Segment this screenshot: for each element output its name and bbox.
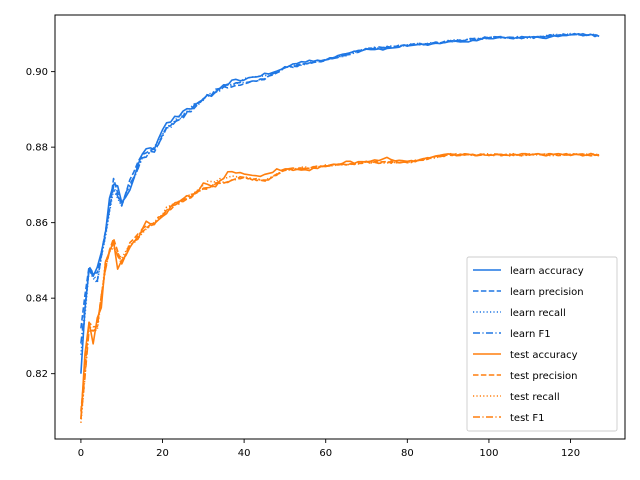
legend-label: learn recall — [510, 308, 566, 319]
y-tick-label: 0.88 — [26, 143, 48, 154]
plot-frame — [54, 14, 626, 440]
series-line-learn-recall — [80, 32, 600, 355]
legend-label: learn F1 — [510, 329, 551, 340]
series-layer — [80, 32, 600, 423]
x-tick-label: 20 — [156, 448, 169, 459]
legend-label: test precision — [510, 371, 578, 382]
x-tick-label: 120 — [561, 448, 580, 459]
legend-label: test F1 — [510, 413, 545, 424]
legend: learn accuracy learn precision learn recal… — [466, 256, 618, 432]
legend-label: test accuracy — [510, 350, 578, 361]
x-tick-label: 40 — [238, 448, 251, 459]
y-tick-label: 0.86 — [26, 218, 48, 229]
legend-box — [466, 256, 618, 432]
y-tick-label: 0.90 — [26, 67, 48, 78]
legend-label: learn precision — [510, 287, 584, 298]
series-line-test-F1 — [80, 152, 600, 420]
x-tick-label: 100 — [479, 448, 498, 459]
series-line-learn-precision — [80, 32, 600, 329]
legend-label: test recall — [510, 392, 560, 403]
x-axis: 0 20 40 60 80 100 120 — [78, 439, 580, 459]
y-axis: 0.82 0.84 0.86 0.88 0.90 — [26, 67, 55, 380]
legend-label: learn accuracy — [510, 266, 584, 277]
x-tick-label: 80 — [401, 448, 414, 459]
y-tick-label: 0.84 — [26, 294, 48, 305]
x-tick-label: 60 — [319, 448, 332, 459]
x-tick-label: 0 — [78, 448, 84, 459]
y-tick-label: 0.82 — [26, 369, 48, 380]
series-line-learn-F1 — [80, 32, 600, 344]
